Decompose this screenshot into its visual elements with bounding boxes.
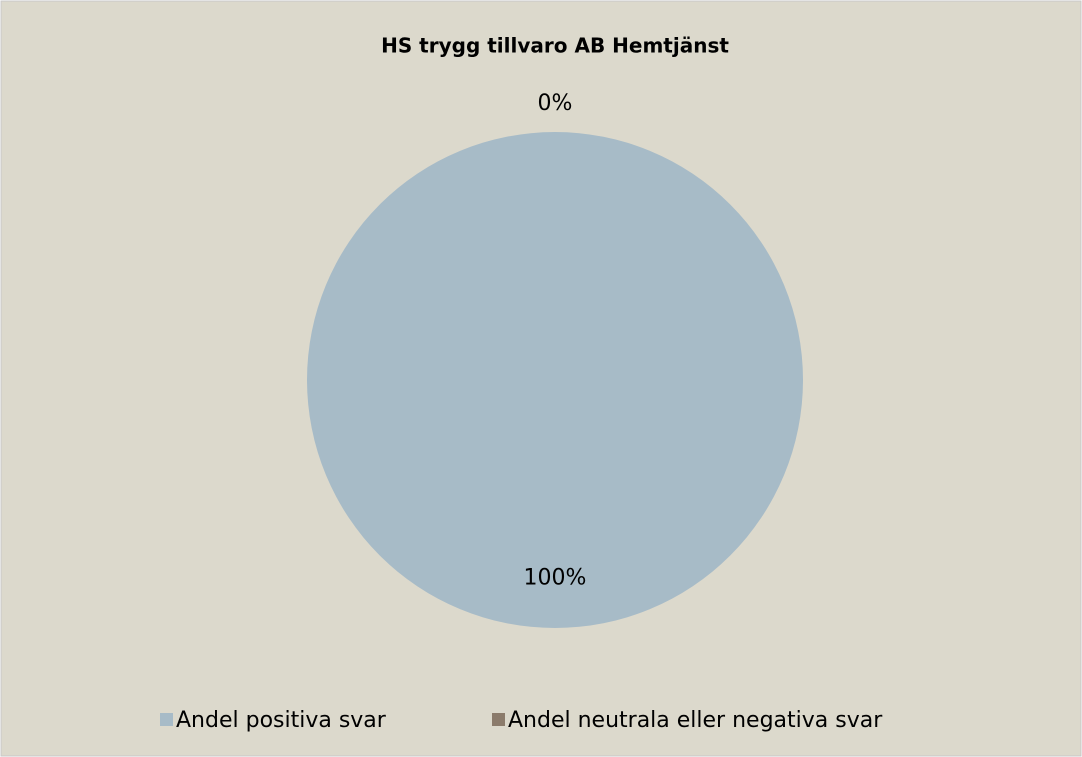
pie-slice (307, 132, 803, 628)
legend-label: Andel positiva svar (176, 708, 387, 733)
legend-label: Andel neutrala eller negativa svar (508, 708, 883, 733)
legend-swatch (160, 713, 173, 726)
chart-title: HS trygg tillvaro AB Hemtjänst (381, 34, 729, 58)
data-label: 0% (538, 91, 573, 116)
legend-swatch (492, 713, 505, 726)
data-label: 100% (524, 565, 587, 590)
